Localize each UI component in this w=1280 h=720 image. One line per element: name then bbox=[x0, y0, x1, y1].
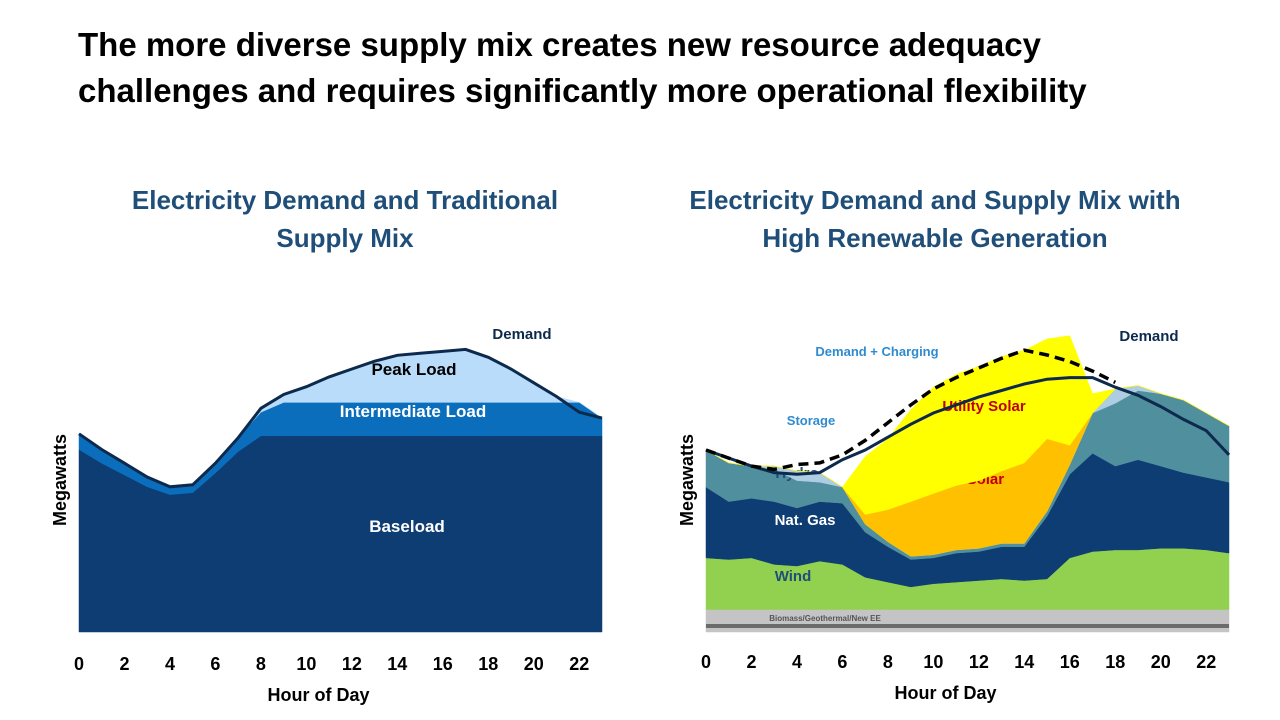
chart-title-traditional-line-2: Supply Mix bbox=[276, 223, 414, 253]
y-axis-label: Megawatts bbox=[50, 434, 70, 526]
x-tick-label-2: 2 bbox=[746, 652, 756, 672]
x-tick-label-0: 0 bbox=[74, 654, 84, 674]
y-axis-label: Megawatts bbox=[677, 434, 697, 526]
demand-charging-line bbox=[705, 348, 1117, 472]
series-label-wind: Wind bbox=[775, 568, 812, 585]
x-axis-label: Hour of Day bbox=[267, 685, 369, 705]
x-tick-label-14: 14 bbox=[1014, 652, 1034, 672]
x-tick-label-0: 0 bbox=[701, 652, 711, 672]
x-axis-label: Hour of Day bbox=[894, 683, 996, 703]
x-tick-label-22: 22 bbox=[1196, 652, 1216, 672]
x-tick-label-14: 14 bbox=[387, 654, 407, 674]
x-tick-label-20: 20 bbox=[524, 654, 544, 674]
x-tick-label-12: 12 bbox=[342, 654, 362, 674]
chart-title-renewable-line-2: High Renewable Generation bbox=[762, 223, 1108, 253]
demand-label: Demand bbox=[492, 326, 551, 343]
chart-title-traditional: Electricity Demand and Traditional Suppl… bbox=[90, 181, 600, 257]
x-tick-label-10: 10 bbox=[923, 652, 943, 672]
x-tick-label-8: 8 bbox=[883, 652, 893, 672]
series-label-storage: Storage bbox=[787, 413, 835, 428]
x-tick-label-2: 2 bbox=[119, 654, 129, 674]
x-tick-label-4: 4 bbox=[792, 652, 802, 672]
series-label-baseload: Baseload bbox=[369, 517, 445, 536]
demand-charging-label: Demand + Charging bbox=[815, 344, 938, 359]
x-tick-label-16: 16 bbox=[1060, 652, 1080, 672]
series-label-biomass-geothermal-new-ee: Biomass/Geothermal/New EE bbox=[769, 614, 881, 623]
x-tick-label-8: 8 bbox=[256, 654, 266, 674]
chart-title-traditional-line-1: Electricity Demand and Traditional bbox=[131, 185, 559, 215]
x-tick-label-10: 10 bbox=[296, 654, 316, 674]
headline-line-1: The more diverse supply mix creates new … bbox=[78, 26, 1041, 63]
x-tick-label-16: 16 bbox=[433, 654, 453, 674]
series-label-peak-load: Peak Load bbox=[371, 360, 456, 379]
demand-label: Demand bbox=[1119, 328, 1178, 345]
x-tick-label-22: 22 bbox=[569, 654, 589, 674]
base-strip bbox=[706, 624, 1229, 628]
x-tick-label-20: 20 bbox=[1151, 652, 1171, 672]
area-utility-solar bbox=[705, 335, 1230, 515]
series-label-intermediate-load: Intermediate Load bbox=[340, 402, 486, 421]
x-tick-label-6: 6 bbox=[210, 654, 220, 674]
demand-line bbox=[705, 376, 1231, 476]
x-tick-label-18: 18 bbox=[478, 654, 498, 674]
x-tick-label-18: 18 bbox=[1105, 652, 1125, 672]
chart-title-renewable: Electricity Demand and Supply Mix with H… bbox=[650, 181, 1220, 257]
headline-line-2: challenges and requires significantly mo… bbox=[78, 72, 1087, 109]
headline: The more diverse supply mix creates new … bbox=[78, 22, 1228, 114]
x-tick-label-4: 4 bbox=[165, 654, 175, 674]
x-tick-label-12: 12 bbox=[969, 652, 989, 672]
x-tick-label-6: 6 bbox=[837, 652, 847, 672]
chart-title-renewable-line-1: Electricity Demand and Supply Mix with bbox=[689, 185, 1181, 215]
demand-line bbox=[78, 347, 603, 489]
series-label-nat-gas: Nat. Gas bbox=[775, 512, 836, 529]
